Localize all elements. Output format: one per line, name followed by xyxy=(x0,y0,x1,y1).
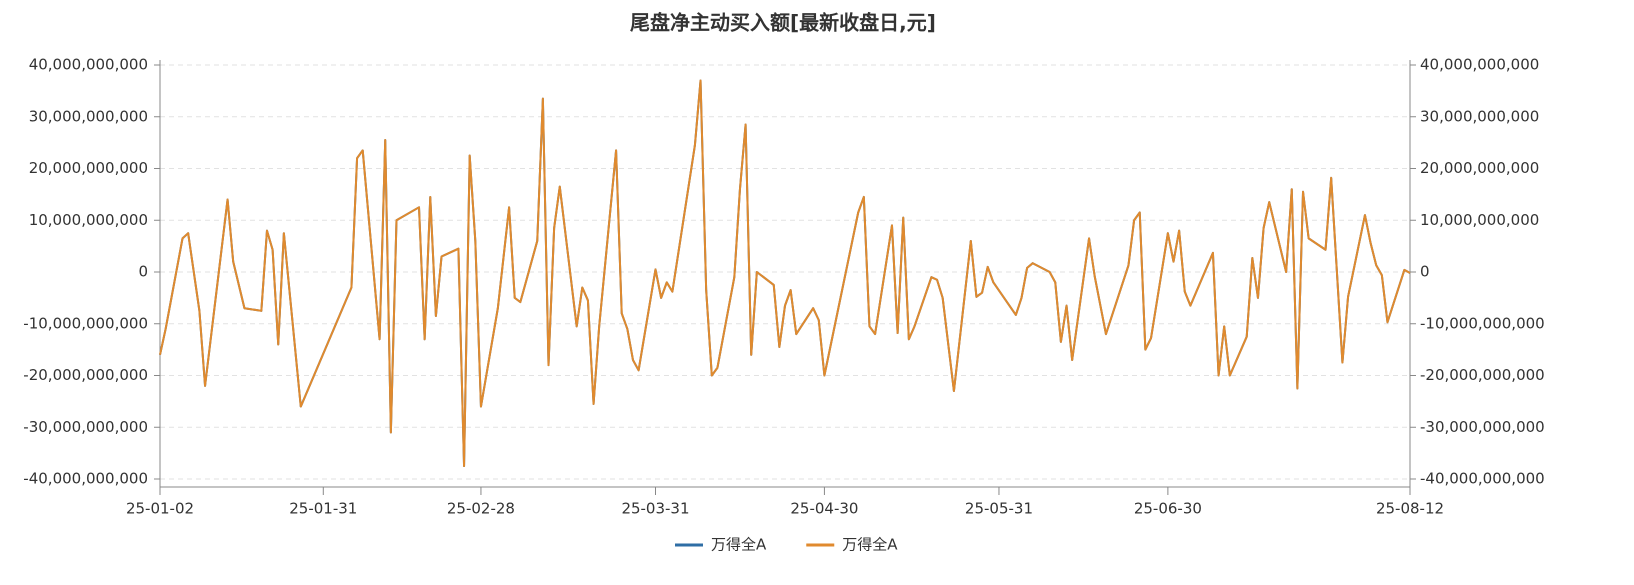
y2-tick-label: -10,000,000,000 xyxy=(1420,314,1545,332)
x-tick-label: 25-08-12 xyxy=(1376,500,1444,518)
y2-tick-label: -20,000,000,000 xyxy=(1420,366,1545,384)
y-tick-label: 10,000,000,000 xyxy=(29,211,148,229)
x-tick-label: 25-04-30 xyxy=(790,500,858,518)
x-tick-label: 25-01-02 xyxy=(126,500,194,518)
x-tick-label: 25-01-31 xyxy=(289,500,357,518)
y2-tick-label: 20,000,000,000 xyxy=(1420,159,1539,177)
y-tick-label: 20,000,000,000 xyxy=(29,159,148,177)
y2-tick-label: -30,000,000,000 xyxy=(1420,418,1545,436)
y2-tick-label: -40,000,000,000 xyxy=(1420,470,1545,488)
y2-tick-label: 0 xyxy=(1420,263,1430,281)
chart-title: 尾盘净主动买入额[最新收盘日,元] xyxy=(630,11,936,35)
y-tick-label: 0 xyxy=(138,263,148,281)
series-line xyxy=(159,79,1411,468)
x-tick-label: 25-02-28 xyxy=(447,500,515,518)
y-tick-label: -20,000,000,000 xyxy=(23,366,148,384)
legend-label: 万得全A xyxy=(842,536,898,554)
y-tick-label: 40,000,000,000 xyxy=(29,56,148,74)
y2-tick-label: 30,000,000,000 xyxy=(1420,107,1539,125)
y-tick-label: 30,000,000,000 xyxy=(29,107,148,125)
y-tick-label: -40,000,000,000 xyxy=(23,470,148,488)
y-tick-label: -10,000,000,000 xyxy=(23,314,148,332)
series-line xyxy=(159,79,1411,468)
y2-tick-label: 10,000,000,000 xyxy=(1420,211,1539,229)
x-tick-label: 25-03-31 xyxy=(621,500,689,518)
y-tick-label: -30,000,000,000 xyxy=(23,418,148,436)
legend-label: 万得全A xyxy=(711,536,767,554)
x-tick-label: 25-06-30 xyxy=(1134,500,1202,518)
y2-tick-label: 40,000,000,000 xyxy=(1420,56,1539,74)
x-tick-label: 25-05-31 xyxy=(965,500,1033,518)
